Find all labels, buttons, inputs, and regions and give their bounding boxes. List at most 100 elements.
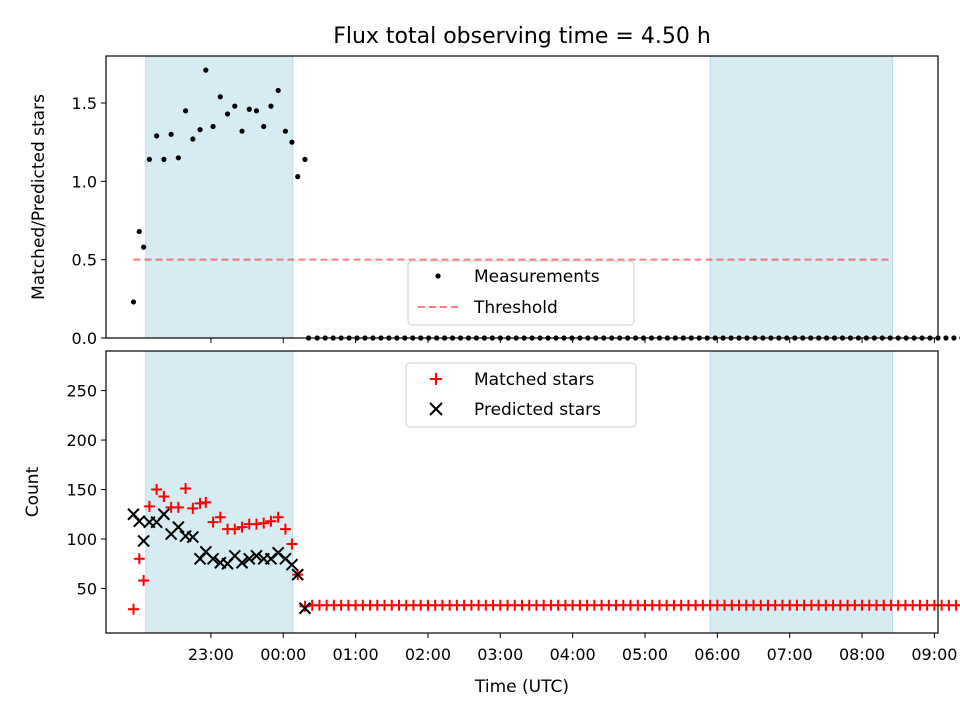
measurement-point <box>275 87 281 94</box>
y-tick-label: 250 <box>66 382 97 401</box>
measurement-point <box>239 128 245 134</box>
legend-measurements-label: Measurements <box>474 267 600 287</box>
matched-star-point <box>265 515 277 527</box>
measurement-point <box>197 127 203 133</box>
predicted-star-point <box>285 558 299 571</box>
legend-predicted-label: Predicted stars <box>474 400 601 420</box>
matched-star-point <box>207 516 219 528</box>
predicted-star-point <box>250 549 263 563</box>
y-tick-label: 150 <box>66 481 97 500</box>
matched-star-point <box>172 501 184 513</box>
matched-star-point <box>236 521 248 533</box>
bottom-legend-box <box>405 362 637 428</box>
matched-star-point <box>143 500 155 512</box>
y-tick-label: 0.0 <box>72 329 97 348</box>
predicted-star-point <box>186 530 200 544</box>
matched-star-point <box>286 538 298 550</box>
measurement-point <box>302 156 308 162</box>
x-tick-label: 23:00 <box>188 645 234 664</box>
predicted-star-point <box>157 508 171 521</box>
measurement-point <box>217 94 223 100</box>
predicted-star-point <box>291 568 304 581</box>
predicted-star-point <box>137 534 150 548</box>
measurement-point <box>182 108 189 114</box>
measurement-point <box>261 123 267 130</box>
measurement-point <box>136 228 142 235</box>
y-tick-label: 1.0 <box>72 172 97 191</box>
matched-star-point <box>200 496 212 508</box>
legend-matched-label: Matched stars <box>474 370 594 390</box>
x-tick-label: 02:00 <box>405 645 451 664</box>
x-tick-label: 08:00 <box>839 645 885 664</box>
matched-star-point <box>180 483 192 495</box>
measurement-point <box>282 128 289 134</box>
measurement-point <box>253 108 260 114</box>
y-tick-label: 1.5 <box>72 94 97 113</box>
measurement-point <box>168 131 174 137</box>
y-tick-label: 50 <box>77 579 97 598</box>
predicted-star-point <box>235 556 249 569</box>
measurement-point <box>268 103 274 109</box>
bottom-panel: 23:00 00:00 01:00 02:00 03:00 04:00 05:00 06:00… <box>23 350 960 697</box>
observing-span <box>709 55 893 339</box>
measurement-point <box>289 139 295 145</box>
x-tick-label: 06:00 <box>694 645 740 664</box>
measurement-point <box>232 103 238 109</box>
matched-star-point <box>214 511 226 523</box>
measurement-point <box>943 335 949 341</box>
matched-star-point <box>158 490 170 502</box>
matched-star-point <box>133 553 145 565</box>
matched-star-point <box>258 517 270 529</box>
x-tick-label: 07:00 <box>767 645 813 664</box>
observing-span <box>709 350 893 634</box>
measurement-point <box>224 111 231 117</box>
x-tick-label: 09:00 <box>911 645 957 664</box>
y-tick-label: 100 <box>66 530 97 549</box>
observing-span <box>145 350 294 634</box>
chart-title: Flux total observing time = 4.50 h <box>333 24 711 49</box>
matched-star-point <box>138 575 150 587</box>
predicted-star-point <box>298 602 312 615</box>
measurement-point <box>951 335 957 341</box>
x-axis-label: Time (UTC) <box>474 677 569 697</box>
x-tick-label: 03:00 <box>477 645 523 664</box>
bottom-y-axis-label: Count <box>23 466 43 517</box>
x-tick-label: 05:00 <box>622 645 668 664</box>
measurement-point <box>141 244 147 250</box>
measurement-point <box>203 67 209 73</box>
y-tick-label: 200 <box>66 431 97 450</box>
measurement-point <box>210 123 216 130</box>
legend-threshold-label: Threshold <box>473 298 558 318</box>
predicted-star-point <box>206 552 220 565</box>
top-legend-box <box>407 260 635 326</box>
measurement-point <box>295 174 301 180</box>
y-tick-label: 0.5 <box>72 251 97 270</box>
observing-span <box>145 55 294 339</box>
predicted-star-point <box>243 552 256 565</box>
x-tick-label: 00:00 <box>260 645 306 664</box>
measurement-point <box>190 136 196 142</box>
legend-measurements-marker <box>435 273 441 279</box>
measurement-point <box>246 106 252 112</box>
matched-star-point <box>229 523 241 535</box>
measurement-point <box>161 156 167 162</box>
matched-star-point <box>272 511 284 523</box>
matched-star-point <box>151 484 163 496</box>
measurement-point <box>154 133 160 139</box>
legend-predicted-marker <box>429 402 443 416</box>
top-axes-frame <box>105 55 939 339</box>
x-tick-label: 04:00 <box>550 645 596 664</box>
predicted-star-point <box>133 514 146 528</box>
measurement-point <box>175 155 181 161</box>
top-legend: Measurements Threshold <box>407 260 635 326</box>
top-y-axis-label: Matched/Predicted stars <box>29 94 49 300</box>
matched-star-point <box>187 502 199 514</box>
matched-star-point <box>279 523 291 535</box>
predicted-star-point <box>172 520 185 534</box>
matched-star-point <box>127 603 139 615</box>
measurement-point <box>146 156 153 162</box>
x-tick-label: 01:00 <box>333 645 379 664</box>
top-panel: 0.0 0.5 1.0 1.5 Matched/Predicted stars Mea… <box>29 55 960 348</box>
measurement-point <box>130 299 137 305</box>
